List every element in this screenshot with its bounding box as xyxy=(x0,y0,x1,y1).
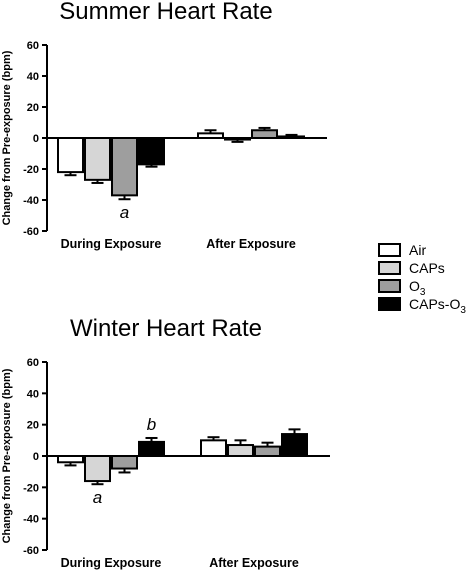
bar-air-during-exposure xyxy=(57,455,84,464)
bar-air-after-exposure xyxy=(197,132,224,140)
chart-title: Winter Heart Rate xyxy=(70,315,262,342)
y-tick-label: 0 xyxy=(33,451,39,463)
chart-title: Summer Heart Rate xyxy=(59,0,272,25)
legend-label: CAPs-O3 xyxy=(409,296,466,316)
legend-label-subscript: 3 xyxy=(460,305,466,316)
winter-heart-rate-chart: Winter Heart Rate Change from Pre-exposur… xyxy=(1,315,330,570)
y-tick-label: -60 xyxy=(23,545,39,557)
y-axis-label: Change from Pre-exposure (bpm) xyxy=(1,50,13,225)
y-tick-label: 20 xyxy=(27,420,39,432)
bar-caps-o3-during-exposure xyxy=(138,137,165,166)
annotation-a: a xyxy=(93,488,102,507)
bar-caps-o3-after-exposure xyxy=(281,433,308,458)
bar-o3-after-exposure xyxy=(251,129,278,139)
bar-o3-during-exposure xyxy=(111,137,138,197)
y-tick-label: 40 xyxy=(27,388,39,400)
legend-swatch-caps-o3 xyxy=(378,297,401,311)
annotation-b: b xyxy=(147,415,156,434)
bar-caps-o3-after-exposure xyxy=(278,135,305,139)
category-label: After Exposure xyxy=(206,237,296,251)
summer-heart-rate-chart: Summer Heart Rate Change from Pre-exposur… xyxy=(1,0,327,251)
y-tick-label: 40 xyxy=(27,71,39,83)
y-tick-label: 60 xyxy=(27,357,39,369)
legend-label-text: CAPs-O xyxy=(409,296,460,312)
bar-caps-during-exposure xyxy=(84,455,111,483)
category-label: During Exposure xyxy=(61,237,162,251)
y-tick-label: -20 xyxy=(23,482,39,494)
bar-air-after-exposure xyxy=(200,439,227,458)
legend-swatch-caps xyxy=(378,261,401,275)
y-tick-label: -40 xyxy=(23,195,39,207)
category-label: After Exposure xyxy=(209,556,299,570)
legend-label: Air xyxy=(409,242,426,258)
y-tick-label: -20 xyxy=(23,164,39,176)
y-tick-label: 0 xyxy=(33,133,39,145)
legend-swatch-air xyxy=(378,243,401,257)
y-tick-label: 60 xyxy=(27,40,39,52)
y-tick-label: -60 xyxy=(23,226,39,238)
bar-air-during-exposure xyxy=(57,137,84,174)
annotation-a: a xyxy=(120,203,129,222)
bar-caps-after-exposure xyxy=(224,137,251,141)
legend-label-text: O xyxy=(409,278,420,294)
bar-caps-after-exposure xyxy=(227,444,254,457)
bar-o3-during-exposure xyxy=(111,455,138,470)
bar-caps-o3-during-exposure xyxy=(138,440,165,457)
category-label: During Exposure xyxy=(61,556,162,570)
legend-label-text: CAPs xyxy=(409,260,445,276)
bar-caps-during-exposure xyxy=(84,137,111,181)
legend-label: CAPs xyxy=(409,260,445,276)
y-tick-label: 20 xyxy=(27,102,39,114)
legend-label: O3 xyxy=(409,278,426,298)
y-axis-label: Change from Pre-exposure (bpm) xyxy=(1,368,13,543)
bar-o3-after-exposure xyxy=(254,445,281,458)
y-tick-label: -40 xyxy=(23,514,39,526)
legend-label-text: Air xyxy=(409,242,426,258)
legend-label-subscript: 3 xyxy=(420,287,426,298)
legend-swatch-o3 xyxy=(378,279,401,293)
